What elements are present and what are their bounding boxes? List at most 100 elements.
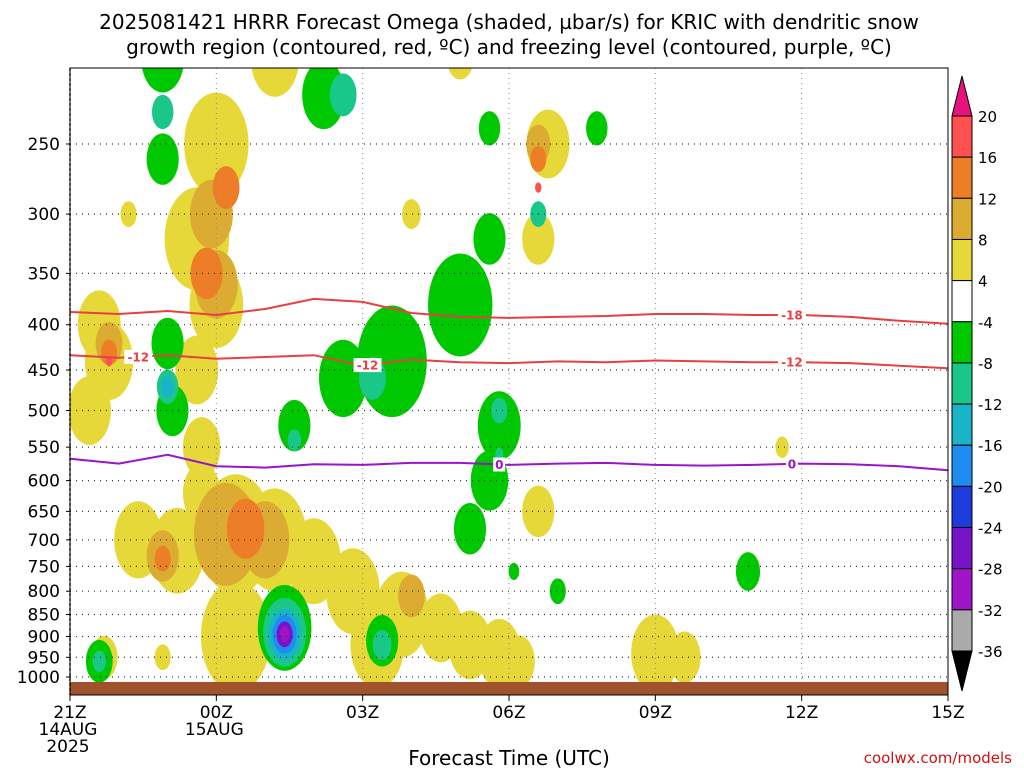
y-tick-label-350: 350 xyxy=(28,264,60,284)
y-tick-label-650: 650 xyxy=(28,502,60,522)
x-tick-label: 2025 xyxy=(46,737,89,757)
shade-cell xyxy=(278,399,311,452)
contour-label: 0 xyxy=(495,458,503,472)
shade-cell xyxy=(154,545,171,572)
shade-cell xyxy=(775,436,789,458)
shade-cell xyxy=(522,213,555,265)
x-tick-label: 06Z xyxy=(492,703,525,723)
colorbar-label: -12 xyxy=(978,396,1003,414)
shade-cell xyxy=(735,552,761,591)
title-line-1: 2025081421 HRRR Forecast Omega (shaded, … xyxy=(99,10,919,34)
shade-level-16 xyxy=(105,182,542,367)
x-tick-label: 15Z xyxy=(931,703,964,723)
x-tick-label: 00Z xyxy=(200,703,233,723)
contour-label-bg xyxy=(777,307,806,322)
colorbar-swatch xyxy=(951,321,973,364)
contour-label-bg xyxy=(124,349,153,364)
shade-cell xyxy=(251,68,299,97)
colorbar-label: 12 xyxy=(978,190,997,208)
y-tick-label-300: 300 xyxy=(28,205,60,225)
y-tick-label-250: 250 xyxy=(28,135,60,155)
colorbar-bottom-arrow xyxy=(951,650,973,692)
contour-label-bg xyxy=(785,456,798,471)
x-tick-label: 12Z xyxy=(785,703,818,723)
shade-cell xyxy=(160,375,175,398)
temperature-contours: -18 -12 -12 -12 0 0 xyxy=(70,297,948,472)
shade-cell xyxy=(535,182,542,193)
shade-cell xyxy=(92,650,106,673)
shade-level--28 xyxy=(279,626,290,643)
y-tick-label-800: 800 xyxy=(28,582,60,602)
colorbar-label: -16 xyxy=(978,437,1003,455)
shade-cell xyxy=(142,68,184,93)
colorbar-swatch xyxy=(951,568,973,611)
shade-cell xyxy=(146,133,179,185)
shade-cell xyxy=(508,562,520,581)
y-tick-label-950: 950 xyxy=(28,648,60,668)
contour-label: -12 xyxy=(357,359,379,373)
shade-cell xyxy=(502,635,535,688)
x-axis-label: Forecast Time (UTC) xyxy=(408,746,610,768)
shade-cell xyxy=(448,68,473,80)
y-tick-label-400: 400 xyxy=(28,316,60,336)
shade-cell xyxy=(491,397,508,424)
colorbar-top-arrow xyxy=(951,75,973,117)
shade-cell xyxy=(402,199,421,230)
colorbar-swatch xyxy=(951,362,973,405)
shade-cell xyxy=(473,213,506,265)
shade-cell xyxy=(105,356,113,367)
shade-level-12 xyxy=(100,146,547,572)
colorbar-label: 8 xyxy=(978,231,988,249)
y-axis-tick-labels: 2503003504004505005506006507007508008509… xyxy=(17,135,70,688)
shade-cell xyxy=(477,391,521,460)
shade-cell xyxy=(190,247,223,300)
shade-cell xyxy=(154,644,171,671)
x-tick-label: 03Z xyxy=(346,703,379,723)
plot-area: -18 -12 -12 -12 0 0 xyxy=(70,68,948,695)
y-tick-label-600: 600 xyxy=(28,472,60,492)
colorbar-swatch xyxy=(951,444,973,487)
colorbar-label: -20 xyxy=(978,478,1003,496)
x-tick-label: 15AUG xyxy=(185,720,244,740)
colorbar-swatch xyxy=(951,280,973,323)
colorbar-swatch xyxy=(951,527,973,570)
contour-0 xyxy=(70,453,948,472)
shade-cell xyxy=(200,580,271,693)
colorbar-swatch xyxy=(951,485,973,529)
colorbar-swatch xyxy=(951,115,973,158)
colorbar-label: -28 xyxy=(978,561,1003,579)
contour-label: -12 xyxy=(127,350,149,364)
shade-cell xyxy=(70,376,111,445)
contour-label-bg xyxy=(777,355,806,370)
colorbar-label: 16 xyxy=(978,149,997,167)
colorbar-swatch xyxy=(951,403,973,446)
shade-cell xyxy=(212,166,240,210)
y-tick-label-750: 750 xyxy=(28,557,60,577)
shade-cell xyxy=(668,631,701,684)
colorbar-label: 20 xyxy=(978,108,997,126)
y-tick-label-500: 500 xyxy=(28,402,60,422)
x-tick-label: 09Z xyxy=(639,703,672,723)
grid-lines xyxy=(70,68,948,695)
y-tick-label-450: 450 xyxy=(28,361,60,381)
shade-cell xyxy=(279,626,290,643)
shade-cell xyxy=(151,94,174,130)
shade-cell xyxy=(226,498,265,559)
contour-label: 0 xyxy=(788,457,796,471)
shade-cell xyxy=(398,574,425,618)
colorbar-swatch xyxy=(951,156,973,199)
x-tick-label: 14AUG xyxy=(39,720,98,740)
colorbar-swatch xyxy=(951,197,973,240)
omega-shading xyxy=(70,68,789,693)
shade-cell xyxy=(151,317,184,370)
shade-cell xyxy=(530,146,547,172)
y-tick-label-850: 850 xyxy=(28,606,60,626)
colorbar-label: -4 xyxy=(978,314,993,332)
shade-cell xyxy=(495,447,504,461)
y-tick-label-700: 700 xyxy=(28,531,60,551)
colorbar-label: -36 xyxy=(978,643,1003,661)
shade-cell xyxy=(287,429,302,451)
shade-cell xyxy=(329,73,357,117)
